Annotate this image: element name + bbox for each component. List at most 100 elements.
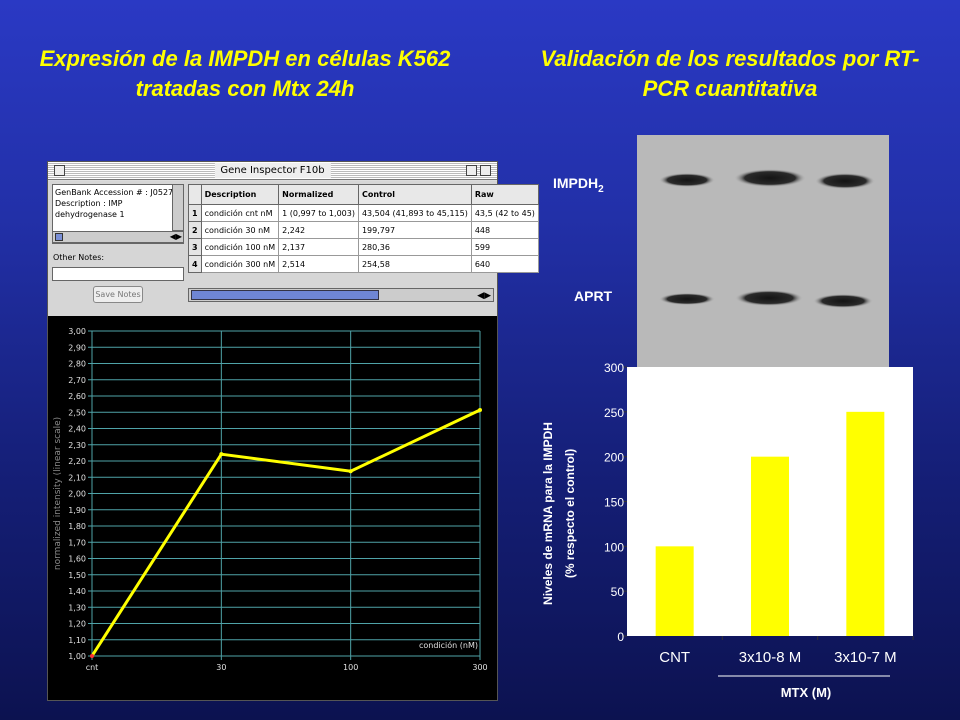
expression-line-graph: 1,00 1,10 1,20 1,30 1,40 1,50 1,60 1,70 1,80 1,90…	[48, 316, 497, 700]
gel-band	[735, 290, 803, 306]
scroll-arrows-icon[interactable]: ◀▶	[169, 232, 182, 241]
info-vertical-scrollbar[interactable]	[172, 184, 184, 231]
cell-normalized: 2,242	[278, 221, 359, 239]
column-header[interactable]: Description	[200, 184, 280, 205]
gel-image	[637, 135, 889, 367]
bar	[846, 411, 885, 636]
y-tick-label: 1,20	[68, 620, 86, 629]
gel-band	[815, 173, 875, 189]
x-tick-label: 100	[343, 663, 358, 672]
y-tick-label: 3,00	[68, 327, 86, 336]
window-top-panel: GenBank Accession # : J05272 Description…	[48, 181, 539, 316]
y-tick-label: 250	[604, 406, 624, 420]
y-tick-label: 2,30	[68, 441, 86, 450]
y-tick-label: 1,50	[68, 571, 86, 580]
cell-control: 254,58	[357, 255, 472, 273]
cell-raw: 448	[470, 221, 539, 239]
cell-raw: 599	[470, 238, 539, 256]
zoom-box-icon[interactable]	[466, 165, 477, 176]
y-tick-label: 0	[617, 630, 624, 644]
table-row[interactable]: 3 condición 100 nM 2,137 280,36 599	[188, 238, 539, 256]
table-row[interactable]: 4 condición 300 nM 2,514 254,58 640	[188, 255, 539, 273]
gene-inspector-window: Gene Inspector F10b GenBank Accession # …	[47, 161, 539, 701]
y-tick-label: 1,10	[68, 636, 86, 645]
cell-description: condición 300 nM	[200, 255, 280, 273]
gel-label-impdh: IMPDH2	[553, 175, 604, 195]
window-title: Gene Inspector F10b	[214, 163, 331, 178]
slide-title-right: Validación de los resultados por RT-PCR …	[540, 46, 920, 101]
cell-control: 43,504 (41,893 to 45,115)	[357, 204, 472, 222]
scroll-thumb[interactable]	[191, 290, 379, 300]
y-tick-label: 2,20	[68, 457, 86, 466]
table-row[interactable]: 1 condición cnt nM 1 (0,997 to 1,003) 43…	[188, 204, 539, 222]
scroll-thumb[interactable]	[55, 233, 63, 241]
save-notes-button[interactable]: Save Notes	[93, 286, 143, 303]
cell-raw: 43,5 (42 to 45)	[470, 204, 539, 222]
table-horizontal-scrollbar[interactable]: ◀▶	[188, 288, 494, 302]
y-tick-label: 300	[604, 361, 624, 375]
scroll-arrows-icon[interactable]: ◀▶	[477, 290, 491, 300]
x-tick-label: 30	[216, 663, 226, 672]
data-point	[478, 407, 482, 412]
table-header-row: Description Normalized Control Raw	[188, 184, 539, 205]
y-tick-label: 1,40	[68, 587, 86, 596]
y-tick-label: 50	[611, 585, 625, 599]
table-row[interactable]: 2 condición 30 nM 2,242 199,797 448	[188, 221, 539, 239]
mrna-bar-chart: 0 50 100 150 200 250 300 CNT 3x10-8 M 3x10-7 M MTX…	[541, 361, 914, 700]
y-tick-label: 1,70	[68, 538, 86, 547]
y-tick-label: 2,10	[68, 473, 86, 482]
cell-normalized: 2,137	[278, 238, 359, 256]
column-header[interactable]: Normalized	[278, 184, 359, 205]
y-axis-label: Niveles de mRNA para la IMPDH	[541, 422, 555, 605]
collapse-box-icon[interactable]	[480, 165, 491, 176]
y-tick-label: 1,60	[68, 555, 86, 564]
column-header[interactable]: Control	[357, 184, 472, 205]
y-tick-label: 200	[604, 451, 624, 465]
x-tick-label: cnt	[86, 663, 99, 672]
gel-label-impdh-subscript: 2	[598, 183, 604, 195]
bar	[655, 546, 694, 636]
y-axis-label: (% respecto el control)	[563, 449, 577, 578]
y-axis-label: normalized intensity (linear scale)	[53, 417, 63, 570]
y-tick-label: 1,30	[68, 603, 86, 612]
cell-description: condición 100 nM	[200, 238, 280, 256]
bar	[751, 456, 789, 636]
y-tick-label: 2,70	[68, 376, 86, 385]
other-notes-field[interactable]	[52, 267, 184, 281]
x-axis-label: MTX (M)	[781, 685, 832, 700]
row-number: 2	[188, 221, 202, 239]
cell-raw: 640	[470, 255, 539, 273]
gel-band	[734, 169, 806, 187]
column-header[interactable]: Raw	[470, 184, 539, 205]
data-point	[348, 469, 353, 474]
row-number: 1	[188, 204, 202, 222]
cell-normalized: 2,514	[278, 255, 359, 273]
gene-table: Description Normalized Control Raw 1 con…	[188, 184, 539, 273]
cell-control: 280,36	[357, 238, 472, 256]
close-box-icon[interactable]	[54, 165, 65, 176]
other-notes-label: Other Notes:	[53, 253, 105, 262]
gel-band	[659, 293, 715, 305]
gel-band	[659, 173, 715, 187]
gel-band	[813, 294, 873, 308]
info-horizontal-scrollbar[interactable]: ◀▶	[52, 231, 184, 243]
window-titlebar[interactable]: Gene Inspector F10b	[48, 162, 497, 180]
series-line	[90, 408, 481, 657]
y-tick-label: 2,00	[68, 490, 86, 499]
y-tick-label: 2,40	[68, 425, 86, 434]
row-number: 4	[188, 255, 202, 273]
cell-description: condición 30 nM	[200, 221, 280, 239]
y-tick-label: 150	[604, 496, 624, 510]
x-tick-label: 3x10-7 M	[834, 649, 897, 666]
table-corner	[188, 184, 202, 205]
y-tick-label: 1,80	[68, 522, 86, 531]
x-tick-label: 300	[472, 663, 487, 672]
y-tick-label: 2,90	[68, 343, 86, 352]
cell-description: condición cnt nM	[200, 204, 280, 222]
accession-label: GenBank Accession # : J05272	[55, 188, 179, 197]
x-axis-label: condición (nM)	[419, 640, 478, 650]
y-tick-label: 2,80	[68, 360, 86, 369]
gel-label-aprt: APRT	[574, 288, 613, 304]
cell-normalized: 1 (0,997 to 1,003)	[278, 204, 359, 222]
y-tick-label: 1,90	[68, 506, 86, 515]
